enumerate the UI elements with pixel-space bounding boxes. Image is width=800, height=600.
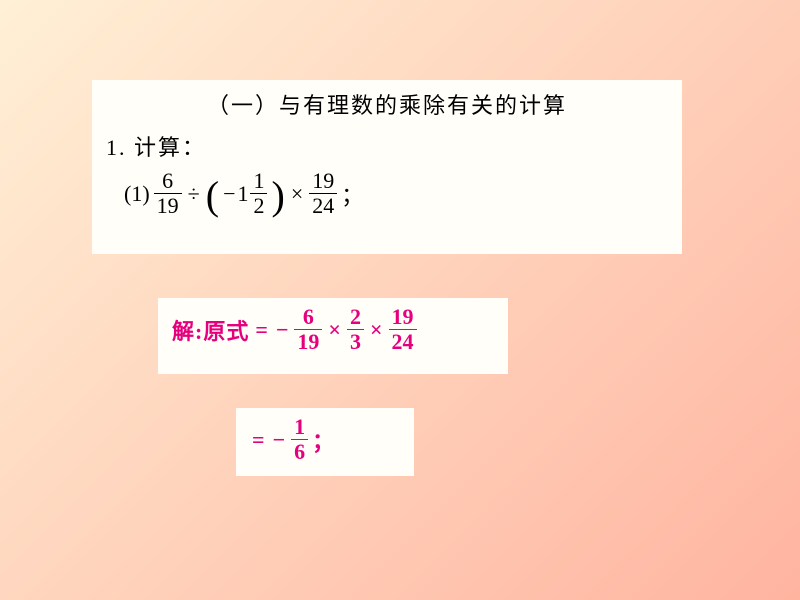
solution-step2-box: = − 1 6 ；	[236, 408, 414, 476]
problem-index: (1)	[124, 181, 150, 207]
fraction-2-3: 2 3	[347, 306, 364, 353]
fraction-1-6: 1 6	[291, 416, 308, 463]
neg-sign: −	[223, 181, 235, 207]
multiply-op: ×	[289, 181, 305, 207]
denominator: 6	[291, 439, 308, 463]
numerator: 1	[291, 416, 308, 439]
gradient-background: （一）与有理数的乘除有关的计算 1. 计算： (1) 6 19 ÷ ( − 1 …	[0, 0, 800, 600]
neg-sign: −	[274, 317, 291, 343]
divide-op: ÷	[186, 181, 202, 207]
denominator: 24	[389, 329, 417, 353]
mixed-number: − 1 1 2	[223, 170, 267, 217]
fraction-1-2: 1 2	[250, 170, 267, 217]
problem-box: （一）与有理数的乘除有关的计算 1. 计算： (1) 6 19 ÷ ( − 1 …	[92, 80, 682, 254]
numerator: 19	[389, 306, 417, 329]
solution-step2: = − 1 6 ；	[250, 416, 400, 463]
numerator: 6	[300, 306, 317, 329]
mixed-whole: 1	[237, 181, 248, 207]
denominator: 19	[294, 329, 322, 353]
multiply-op: ×	[326, 317, 343, 343]
solution-step1-box: 解:原式 = − 6 19 × 2 3 × 19 24	[158, 298, 508, 374]
denominator: 2	[250, 193, 267, 217]
semicolon: ；	[312, 424, 334, 456]
calc-label: 1. 计算：	[106, 130, 668, 162]
denominator: 3	[347, 329, 364, 353]
numerator: 6	[159, 170, 176, 193]
problem-expression: (1) 6 19 ÷ ( − 1 1 2 ) × 19 24 ；	[106, 170, 668, 217]
semicolon: ；	[341, 178, 363, 210]
fraction-19-24: 19 24	[309, 170, 337, 217]
numerator: 2	[347, 306, 364, 329]
section-title: （一）与有理数的乘除有关的计算	[106, 88, 668, 120]
neg-sign: −	[271, 427, 288, 453]
numerator: 19	[309, 170, 337, 193]
denominator: 24	[309, 193, 337, 217]
fraction-6-19: 6 19	[154, 170, 182, 217]
fraction-19-24: 19 24	[389, 306, 417, 353]
denominator: 19	[154, 193, 182, 217]
multiply-op: ×	[368, 317, 385, 343]
solution-step1: 解:原式 = − 6 19 × 2 3 × 19 24	[172, 306, 494, 353]
fraction-6-19: 6 19	[294, 306, 322, 353]
equals: =	[250, 427, 267, 453]
solution-label: 解:原式	[172, 314, 249, 346]
equals: =	[253, 317, 270, 343]
numerator: 1	[250, 170, 267, 193]
